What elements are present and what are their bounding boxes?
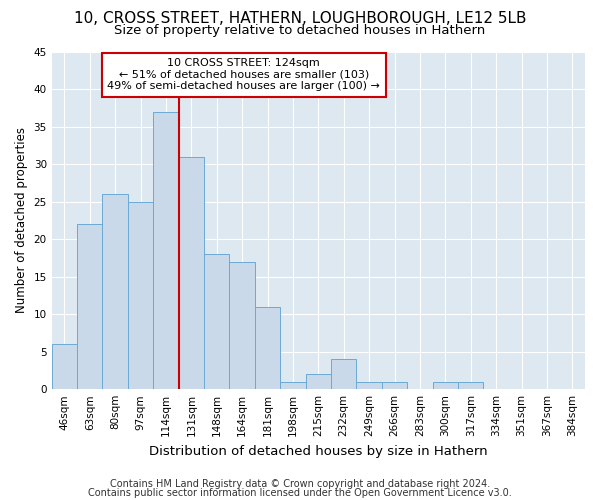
Bar xyxy=(305,374,331,389)
Bar xyxy=(458,382,484,389)
Bar xyxy=(356,382,382,389)
Bar xyxy=(153,112,179,389)
Text: Contains public sector information licensed under the Open Government Licence v3: Contains public sector information licen… xyxy=(88,488,512,498)
Bar xyxy=(179,156,204,389)
Bar xyxy=(382,382,407,389)
Bar xyxy=(280,382,305,389)
Y-axis label: Number of detached properties: Number of detached properties xyxy=(15,128,28,314)
Bar xyxy=(103,194,128,389)
Bar xyxy=(255,306,280,389)
Bar xyxy=(128,202,153,389)
Bar xyxy=(331,359,356,389)
Bar xyxy=(433,382,458,389)
X-axis label: Distribution of detached houses by size in Hathern: Distribution of detached houses by size … xyxy=(149,444,488,458)
Text: Size of property relative to detached houses in Hathern: Size of property relative to detached ho… xyxy=(115,24,485,37)
Bar xyxy=(77,224,103,389)
Text: Contains HM Land Registry data © Crown copyright and database right 2024.: Contains HM Land Registry data © Crown c… xyxy=(110,479,490,489)
Text: 10 CROSS STREET: 124sqm
← 51% of detached houses are smaller (103)
49% of semi-d: 10 CROSS STREET: 124sqm ← 51% of detache… xyxy=(107,58,380,92)
Bar xyxy=(52,344,77,389)
Bar xyxy=(229,262,255,389)
Bar xyxy=(204,254,229,389)
Text: 10, CROSS STREET, HATHERN, LOUGHBOROUGH, LE12 5LB: 10, CROSS STREET, HATHERN, LOUGHBOROUGH,… xyxy=(74,11,526,26)
